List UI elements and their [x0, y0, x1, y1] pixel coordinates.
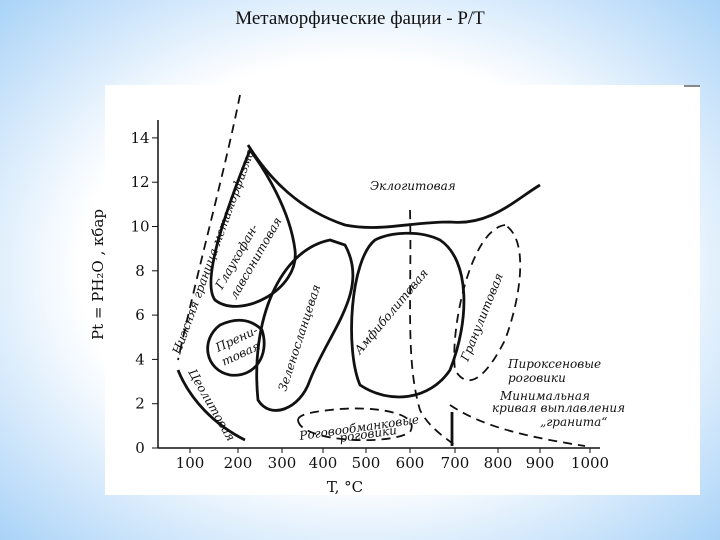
granulite-field	[453, 224, 522, 382]
x-tick-label: 500	[352, 454, 381, 472]
region-label: Цеолитовая	[185, 367, 238, 444]
x-tick-label: 900	[526, 454, 555, 472]
y-tick-label: 14	[130, 129, 149, 147]
glaucophane-field	[209, 147, 297, 308]
region-label: роговики	[508, 371, 566, 385]
region-label: Зеленосланцевая	[276, 283, 324, 393]
x-tick-label: 1000	[571, 454, 609, 472]
region-label: „гранита“	[540, 415, 607, 429]
region-label: Пироксеновые	[507, 357, 601, 371]
pyroxene-boundary	[409, 209, 456, 447]
y-tick-label: 2	[135, 395, 145, 413]
prehnite-field	[206, 318, 266, 377]
y-tick-label: 8	[135, 262, 145, 280]
x-tick-label: 400	[309, 454, 338, 472]
y-tick-label: 4	[135, 350, 145, 368]
lower-boundary	[177, 94, 241, 361]
region-label: кривая выплавления	[492, 401, 625, 415]
y-tick-label: 10	[130, 218, 149, 236]
x-tick-label: 200	[224, 454, 253, 472]
y-tick-label: 12	[130, 173, 149, 191]
panel	[105, 85, 700, 495]
x-tick-label: 300	[268, 454, 297, 472]
region-label: Минимальная	[499, 389, 590, 403]
region-label: Амфиболитовая	[351, 266, 431, 358]
zeolite-boundary	[176, 369, 246, 442]
amphibolite-field	[350, 231, 466, 399]
region-label: Эклогитовая	[370, 179, 456, 193]
x-axis-label: T, °C	[327, 478, 363, 496]
title: Метаморфические фации - P/T	[235, 8, 485, 29]
x-tick-label: 700	[441, 454, 470, 472]
hornfels-field	[297, 407, 413, 442]
x-tick-label: 600	[396, 454, 425, 472]
x-tick-label: 100	[176, 454, 205, 472]
melting-curve	[449, 404, 586, 447]
greenschist-field	[255, 238, 355, 412]
y-tick-label: 6	[135, 306, 145, 324]
x-tick-label: 800	[484, 454, 513, 472]
eclogite-boundary	[246, 144, 541, 229]
y-tick-label: 0	[135, 439, 145, 457]
y-axis-label: Pt = PH₂O , кбар	[89, 209, 107, 340]
